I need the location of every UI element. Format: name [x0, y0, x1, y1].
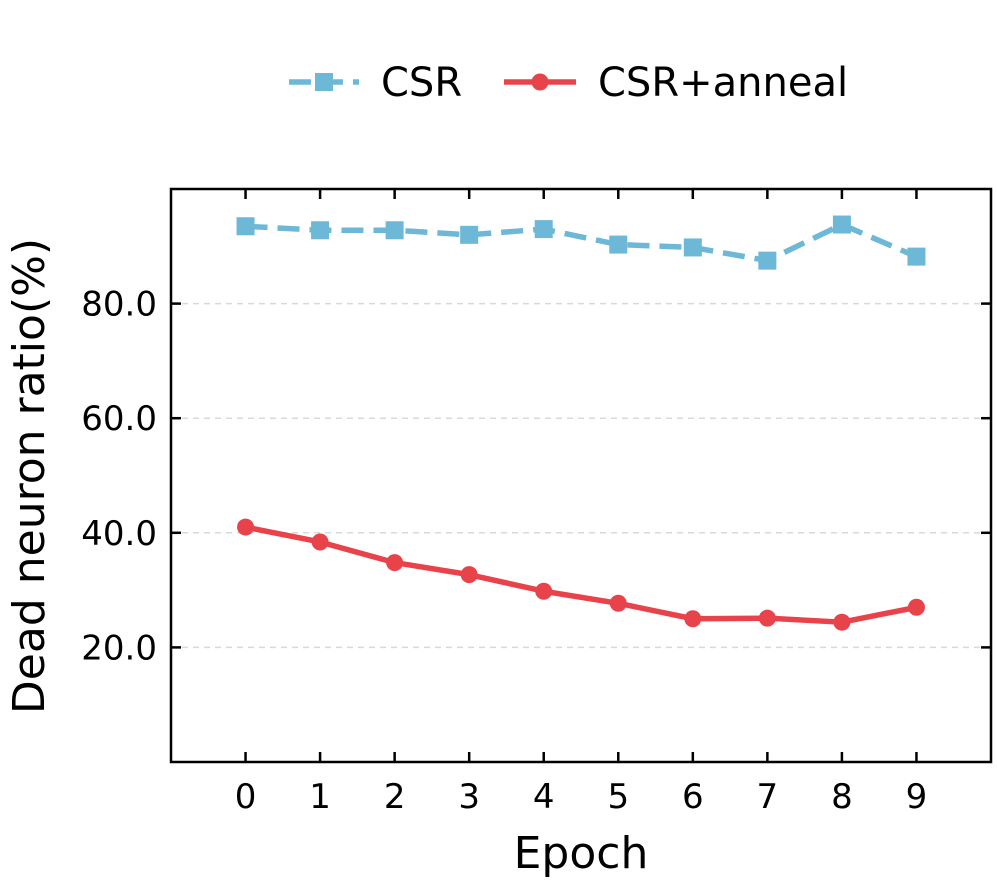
- y-axis-title: Dead neuron ratio(%): [4, 238, 55, 714]
- plot-frame: [169, 187, 993, 764]
- data-point: [311, 533, 329, 551]
- x-tick-label: 8: [831, 777, 853, 817]
- data-point: [758, 251, 777, 270]
- data-point: [237, 518, 255, 536]
- legend: CSR CSR+anneal: [289, 60, 848, 106]
- x-tick-label: 5: [607, 777, 629, 817]
- data-point: [684, 610, 702, 628]
- axis-ticks: 20.0 40.0 60.0 80.0 0 1 2 3 4 5 6 7 8 9: [81, 189, 991, 817]
- data-point: [460, 225, 479, 244]
- data-point: [535, 582, 553, 600]
- data-point: [609, 594, 627, 612]
- series-line: [245, 524, 917, 625]
- x-tick-label: 3: [458, 777, 480, 817]
- gridlines: [171, 302, 991, 649]
- y-tick-label: 20.0: [81, 628, 157, 668]
- data-point: [534, 220, 553, 239]
- data-point: [609, 235, 628, 254]
- y-tick-label: 60.0: [81, 399, 157, 439]
- data-point: [758, 609, 776, 627]
- x-tick-label: 2: [384, 777, 406, 817]
- data-point: [386, 554, 404, 572]
- x-axis-title: Epoch: [514, 828, 649, 879]
- legend-label: CSR+anneal: [598, 60, 848, 106]
- x-tick-label: 1: [309, 777, 331, 817]
- legend-marker: [315, 73, 333, 91]
- data-point: [907, 598, 925, 616]
- data-point: [311, 221, 330, 240]
- data-point: [833, 613, 851, 631]
- legend-entry: CSR: [289, 60, 462, 106]
- x-tick-label: 4: [533, 777, 555, 817]
- y-tick-label: 40.0: [81, 514, 157, 554]
- data-point: [460, 566, 478, 584]
- data-point: [385, 221, 404, 240]
- x-tick-label: 9: [906, 777, 928, 817]
- data-point: [907, 247, 926, 266]
- data-point: [236, 217, 255, 236]
- series-csr: [236, 215, 926, 270]
- y-tick-label: 80.0: [81, 285, 157, 325]
- data-point: [683, 238, 702, 257]
- legend-label: CSR: [381, 60, 462, 106]
- legend-entry: CSR+anneal: [504, 60, 848, 106]
- x-tick-label: 6: [682, 777, 704, 817]
- series-line: [245, 221, 918, 264]
- x-tick-label: 0: [235, 777, 257, 817]
- legend-marker: [531, 73, 549, 91]
- data-point: [832, 215, 851, 234]
- series-group: [236, 215, 926, 631]
- series-csr-anneal: [237, 518, 925, 631]
- x-tick-label: 7: [757, 777, 779, 817]
